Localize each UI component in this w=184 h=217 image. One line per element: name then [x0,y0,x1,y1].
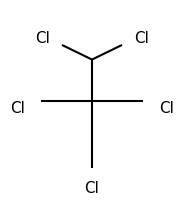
Text: Cl: Cl [10,101,25,116]
Text: Cl: Cl [85,181,99,196]
Text: Cl: Cl [159,101,174,116]
Text: Cl: Cl [134,31,149,46]
Text: Cl: Cl [35,31,50,46]
